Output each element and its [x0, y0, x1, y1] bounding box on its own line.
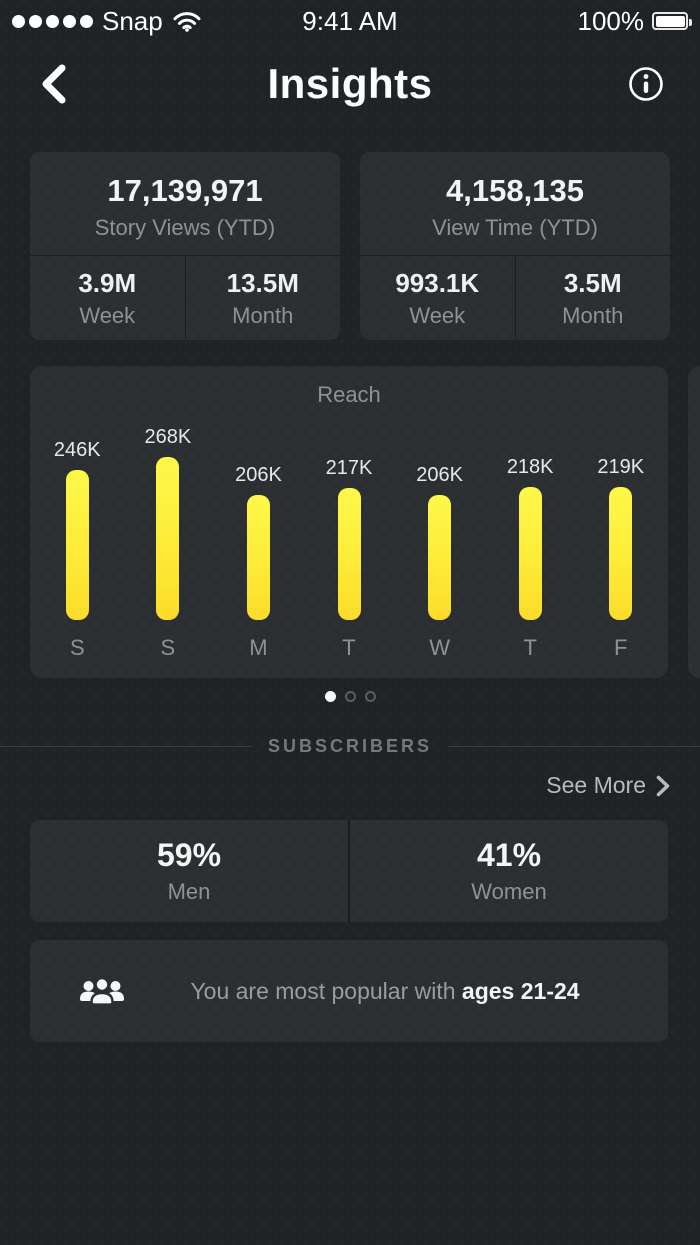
week-value: 3.9M — [78, 267, 137, 298]
status-bar: Snap 9:41 AM 100% — [0, 0, 700, 42]
men-label: Men — [167, 879, 211, 904]
men-percent: 59% — [156, 837, 222, 873]
see-more-link[interactable]: See More — [546, 772, 670, 799]
story-views-month-cell: 13.5M Month — [184, 256, 341, 340]
month-value: 3.5M — [563, 267, 622, 298]
page-title: Insights — [267, 60, 433, 107]
back-button[interactable] — [30, 60, 78, 108]
story-views-card: 17,139,971 Story Views (YTD) 3.9M Week 1… — [30, 152, 340, 340]
see-more-label: See More — [546, 772, 646, 798]
wifi-icon — [173, 12, 201, 32]
reach-bar — [337, 488, 361, 620]
women-label: Women — [471, 879, 547, 904]
reach-bar — [518, 487, 542, 620]
stat-card-row: 17,139,971 Story Views (YTD) 3.9M Week 1… — [30, 152, 670, 340]
page-dot-active[interactable] — [324, 691, 336, 702]
reach-bar — [609, 487, 633, 620]
view-time-summary: 4,158,135 View Time (YTD) — [360, 152, 670, 255]
bar-value-label: 217K — [325, 457, 373, 479]
view-time-breakdown: 993.1K Week 3.5M Month — [360, 255, 670, 340]
gender-split-card: 59% Men 41% Women — [30, 820, 668, 922]
carousel-page-dots[interactable] — [0, 691, 700, 702]
popularity-highlight: ages 21-24 — [461, 977, 580, 1004]
story-views-label: Story Views (YTD) — [94, 214, 276, 240]
men-cell: 59% Men — [30, 820, 348, 922]
reach-bar — [246, 495, 270, 620]
bar-value-label: 206K — [235, 464, 282, 486]
battery-icon — [652, 12, 692, 30]
view-time-month-cell: 3.5M Month — [514, 256, 671, 340]
bar-column: 218K T — [485, 400, 576, 662]
page-dot[interactable] — [344, 691, 356, 702]
chevron-right-icon — [656, 775, 670, 796]
bar-column: 219K F — [575, 400, 666, 662]
month-label: Month — [232, 302, 294, 328]
reach-bar — [65, 470, 89, 620]
story-views-week-cell: 3.9M Week — [30, 256, 185, 340]
view-time-week-cell: 993.1K Week — [360, 256, 515, 340]
age-popularity-card: You are most popular with ages 21-24 — [30, 940, 668, 1042]
view-time-card: 4,158,135 View Time (YTD) 993.1K Week 3.… — [360, 152, 670, 340]
women-cell: 41% Women — [348, 820, 668, 922]
popularity-prefix: You are most popular with — [190, 977, 462, 1004]
signal-strength-icon — [12, 14, 93, 28]
bar-value-label: 206K — [416, 464, 463, 486]
reach-bar-chart: 246K S 268K S 206K M 217K T 206K W 218K T 219K F — [32, 400, 666, 662]
reach-bar — [156, 457, 180, 620]
bar-column: 268K S — [123, 400, 214, 662]
info-button[interactable] — [622, 60, 670, 108]
view-time-value: 4,158,135 — [446, 172, 584, 208]
bar-column: 206K M — [213, 400, 304, 662]
week-value: 993.1K — [395, 267, 480, 298]
view-time-label: View Time (YTD) — [432, 214, 598, 240]
subscribers-section-label: SUBSCRIBERS — [267, 736, 433, 756]
divider-line-left — [0, 746, 252, 747]
week-label: Week — [409, 302, 466, 328]
women-percent: 41% — [476, 837, 542, 873]
month-value: 13.5M — [226, 267, 299, 298]
bar-column: 217K T — [304, 400, 395, 662]
people-group-icon — [80, 976, 124, 1006]
day-axis-label: T — [523, 635, 537, 660]
status-left: Snap — [12, 6, 202, 37]
reach-chart-card[interactable]: Reach 246K S 268K S 206K M 217K T 206K W 218K T 219K… — [30, 366, 668, 678]
week-label: Week — [79, 302, 136, 328]
bar-value-label: 246K — [53, 439, 101, 461]
day-axis-label: W — [429, 635, 450, 660]
info-icon — [629, 67, 663, 101]
chart-title: Reach — [317, 382, 381, 407]
month-label: Month — [562, 302, 624, 328]
day-axis-label: S — [160, 635, 176, 660]
battery-percent: 100% — [577, 5, 645, 36]
popularity-message: You are most popular with ages 21-24 — [126, 978, 644, 1005]
page-dot[interactable] — [364, 691, 376, 702]
bar-column: 206K W — [394, 400, 485, 662]
day-axis-label: T — [342, 635, 356, 660]
status-right: 100% — [577, 5, 692, 37]
carrier-label: Snap — [102, 5, 163, 36]
bar-column: 246K S — [32, 400, 123, 662]
story-views-breakdown: 3.9M Week 13.5M Month — [30, 255, 340, 340]
bar-value-label: 219K — [597, 456, 645, 478]
day-axis-label: M — [249, 635, 268, 660]
story-views-summary: 17,139,971 Story Views (YTD) — [30, 152, 340, 255]
day-axis-label: F — [614, 635, 628, 660]
day-axis-label: S — [69, 635, 85, 660]
chevron-left-icon — [42, 64, 66, 104]
reach-bar — [428, 495, 452, 620]
subscribers-section-divider: SUBSCRIBERS — [0, 736, 700, 757]
story-views-value: 17,139,971 — [107, 172, 263, 208]
divider-line-right — [448, 746, 700, 747]
header: Insights — [0, 48, 700, 120]
next-chart-card-peek[interactable] — [688, 366, 700, 678]
bar-value-label: 218K — [506, 456, 554, 478]
bar-value-label: 268K — [144, 426, 192, 448]
